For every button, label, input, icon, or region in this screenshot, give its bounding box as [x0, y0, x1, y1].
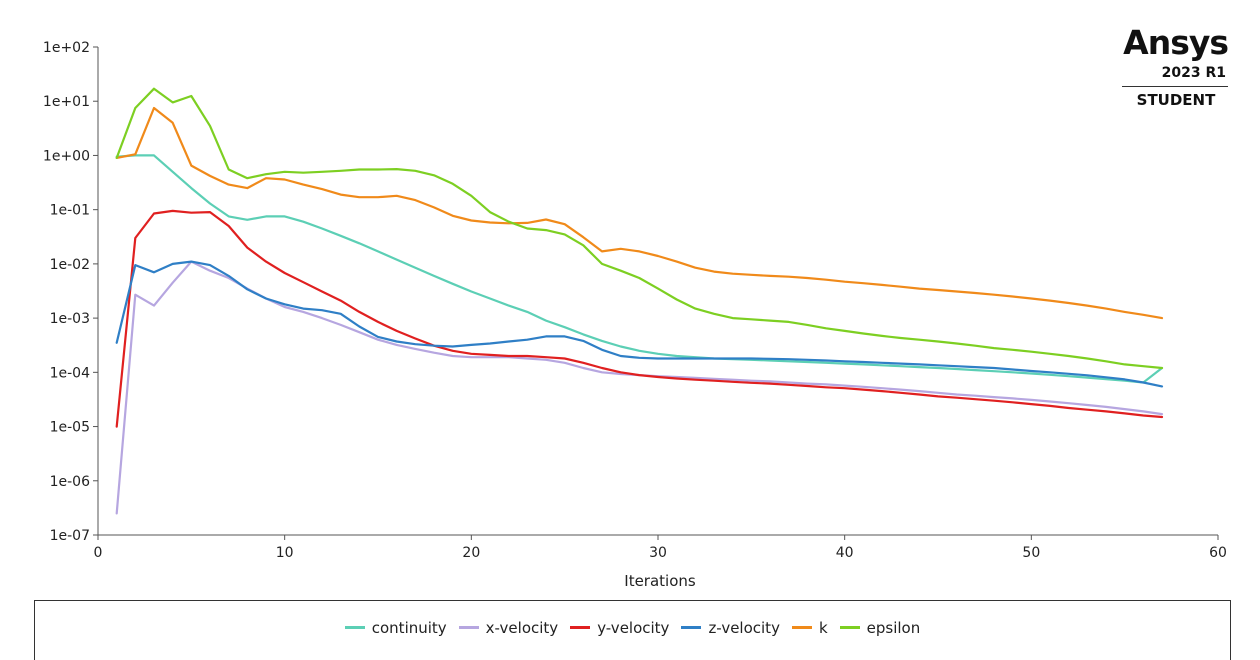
legend-swatch — [458, 626, 479, 629]
x-axis-title: Iterations — [624, 572, 696, 590]
series-line-continuity — [115, 154, 1164, 384]
brand-name: Ansys — [1123, 23, 1229, 62]
y-tick-label: 1e-03 — [50, 311, 90, 327]
legend-label: epsilon — [866, 618, 921, 637]
series-line-k — [115, 106, 1164, 320]
legend: continuity x-velocity y-velocity z-velocity… — [34, 600, 1231, 660]
y-tick-label: 1e+00 — [43, 148, 90, 164]
x-tick-label: 0 — [94, 545, 103, 561]
y-tick-label: 1e-01 — [50, 203, 90, 219]
legend-item-k: k — [791, 618, 828, 637]
y-tick-label: 1e-06 — [50, 474, 90, 490]
x-tick-label: 50 — [1022, 545, 1040, 561]
legend-swatch — [570, 626, 591, 629]
legend-item-x-velocity: x-velocity — [458, 618, 559, 637]
brand-divider — [1122, 86, 1228, 87]
legend-item-y-velocity: y-velocity — [570, 619, 669, 637]
x-tick-label: 60 — [1209, 545, 1227, 561]
x-tick-label: 20 — [462, 545, 480, 561]
brand-version: 2023 R1 — [1161, 65, 1226, 81]
legend-swatch — [839, 626, 860, 629]
legend-label: z-velocity — [708, 618, 780, 637]
y-tick-label: 1e+01 — [43, 94, 90, 110]
legend-swatch — [791, 626, 812, 629]
series-line-y-velocity — [115, 209, 1164, 428]
legend-label: k — [818, 618, 828, 637]
x-tick-label: 40 — [836, 545, 854, 561]
y-tick-label: 1e-07 — [50, 528, 90, 544]
legend-swatch — [681, 626, 702, 629]
brand-edition: STUDENT — [1136, 91, 1216, 109]
series-line-z-velocity — [115, 260, 1164, 388]
axes: 1e-07 1e-06 1e-05 1e-04 1e-03 1e-02 1e-01 1e+00… — [43, 40, 1227, 561]
y-tick-label: 1e-05 — [50, 420, 90, 436]
y-tick-label: 1e-04 — [50, 365, 90, 381]
series-layer — [115, 87, 1164, 515]
legend-label: y-velocity — [597, 618, 670, 637]
y-tick-label: 1e-02 — [50, 257, 90, 273]
legend-label: continuity — [371, 618, 447, 637]
legend-item-epsilon: epsilon — [839, 618, 921, 637]
x-tick-label: 30 — [649, 545, 667, 561]
legend-item-continuity: continuity — [344, 618, 447, 637]
legend-label: x-velocity — [485, 618, 559, 637]
series-line-x-velocity — [115, 260, 1164, 515]
x-tick-label: 10 — [276, 545, 294, 561]
y-tick-label: 1e+02 — [43, 40, 90, 56]
ansys-logo: Ansys 2023 R1 STUDENT — [1118, 23, 1229, 109]
legend-swatch — [344, 626, 365, 629]
legend-item-z-velocity: z-velocity — [681, 619, 780, 637]
series-line-epsilon — [115, 87, 1164, 370]
